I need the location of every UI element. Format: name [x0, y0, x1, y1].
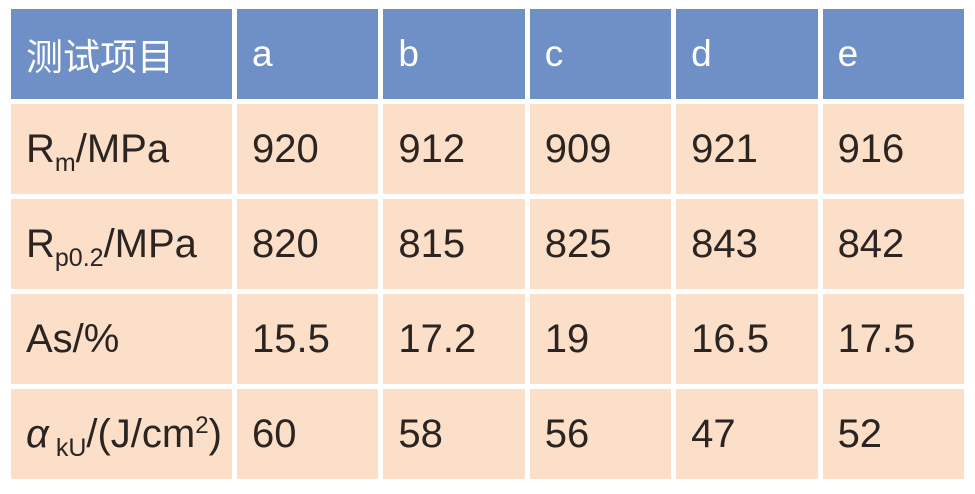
row-label-aku-jcm2: α kU/(J/cm2)	[11, 389, 232, 479]
table-row-rm: Rm/MPa 920 912 909 921 916	[11, 104, 964, 194]
cell-rm-a: 920	[237, 104, 379, 194]
header-cell-sample-e: e	[822, 9, 964, 99]
cell-rm-c: 909	[529, 104, 672, 194]
label-text: )	[208, 411, 222, 456]
cell-aku-a: 60	[237, 389, 379, 479]
cell-aku-d: 47	[676, 389, 818, 479]
header-cell-sample-c: c	[529, 9, 672, 99]
row-label-rp02-mpa: Rp0.2/MPa	[11, 199, 232, 289]
cell-as-a: 15.5	[237, 294, 379, 384]
cell-rm-d: 921	[676, 104, 818, 194]
row-label-as-percent: As/%	[11, 294, 232, 384]
label-text: R	[26, 221, 55, 266]
label-text: As/%	[26, 316, 120, 361]
mechanical-properties-table: 测试项目 a b c d e Rm/MPa 920 912 909 921 91…	[6, 4, 969, 484]
cell-as-e: 17.5	[822, 294, 964, 384]
cell-rp02-e: 842	[822, 199, 964, 289]
cell-aku-e: 52	[822, 389, 964, 479]
label-text: /(J/cm	[86, 411, 196, 456]
cell-rm-e: 916	[822, 104, 964, 194]
cell-rp02-a: 820	[237, 199, 379, 289]
cell-aku-c: 56	[529, 389, 672, 479]
header-cell-sample-d: d	[676, 9, 818, 99]
cell-as-d: 16.5	[676, 294, 818, 384]
cell-as-c: 19	[529, 294, 672, 384]
cell-rp02-d: 843	[676, 199, 818, 289]
test-results-page: 测试项目 a b c d e Rm/MPa 920 912 909 921 91…	[0, 4, 975, 494]
label-superscript: 2	[195, 411, 209, 439]
label-alpha: α	[26, 411, 49, 456]
label-text: /MPa	[75, 126, 170, 171]
row-label-rm-mpa: Rm/MPa	[11, 104, 232, 194]
cell-rm-b: 912	[383, 104, 525, 194]
label-subscript: p0.2	[54, 243, 104, 272]
header-cell-sample-b: b	[383, 9, 525, 99]
label-text: R	[26, 126, 55, 171]
label-text: /MPa	[103, 221, 197, 266]
cell-rp02-b: 815	[383, 199, 525, 289]
table-row-aku: α kU/(J/cm2) 60 58 56 47 52	[11, 389, 964, 479]
header-cell-sample-a: a	[237, 9, 379, 99]
header-cell-test-items: 测试项目	[11, 9, 232, 99]
table-row-as: As/% 15.5 17.2 19 16.5 17.5	[11, 294, 964, 384]
table-row-rp02: Rp0.2/MPa 820 815 825 843 842	[11, 199, 964, 289]
header-row: 测试项目 a b c d e	[11, 9, 964, 99]
cell-aku-b: 58	[383, 389, 525, 479]
cell-rp02-c: 825	[529, 199, 672, 289]
label-subscript: kU	[55, 433, 87, 462]
label-subscript: m	[54, 148, 76, 177]
cell-as-b: 17.2	[383, 294, 525, 384]
